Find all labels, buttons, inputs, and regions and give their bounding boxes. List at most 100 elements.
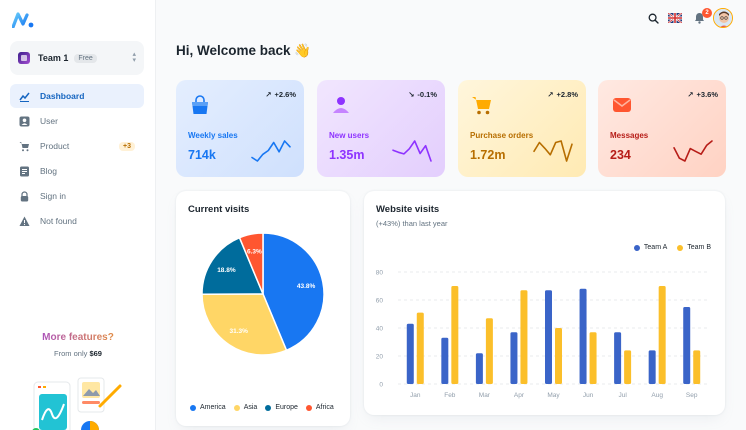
warning-icon bbox=[19, 216, 30, 227]
bar-team-b[interactable] bbox=[485, 318, 493, 384]
stat-card-weekly-sales: ↗ +2.6% Weekly sales 714k bbox=[176, 80, 304, 177]
blog-icon bbox=[19, 166, 30, 177]
promo-title: More features? bbox=[0, 332, 156, 343]
bar-team-b[interactable] bbox=[520, 290, 528, 384]
y-tick-label: 20 bbox=[376, 354, 384, 361]
avatar-face-icon bbox=[714, 9, 732, 27]
stat-trend-value: +2.8% bbox=[556, 90, 578, 99]
bar-team-b[interactable] bbox=[589, 332, 597, 384]
promo-subtitle: From only $69 bbox=[0, 349, 156, 358]
x-tick-label: Feb bbox=[444, 392, 456, 399]
team-name: Team 1 bbox=[38, 53, 69, 63]
pie-slice-africa[interactable] bbox=[238, 232, 264, 295]
dashboard-icon bbox=[19, 91, 30, 102]
legend-item-team-b[interactable]: Team B bbox=[677, 244, 711, 251]
bell-icon bbox=[694, 13, 704, 24]
sidebar-nav: Dashboard User Product +3 Blog Sign in bbox=[10, 84, 144, 234]
y-tick-label: 60 bbox=[376, 298, 384, 305]
sidebar-item-not-found[interactable]: Not found bbox=[10, 209, 144, 233]
bar-team-a[interactable] bbox=[475, 353, 483, 384]
pie-label: 6.3% bbox=[247, 248, 262, 255]
legend-dot bbox=[677, 244, 684, 251]
bar-team-b[interactable] bbox=[416, 312, 424, 384]
sidebar-item-user[interactable]: User bbox=[10, 109, 144, 133]
x-tick-label: Jun bbox=[583, 392, 594, 399]
pie-label: 31.3% bbox=[229, 328, 248, 335]
sidebar-item-blog[interactable]: Blog bbox=[10, 159, 144, 183]
bar-team-a[interactable] bbox=[510, 332, 518, 384]
sidebar-item-label: Product bbox=[40, 141, 70, 151]
pie-slice-europe[interactable] bbox=[201, 236, 265, 295]
pie-slice-asia[interactable] bbox=[201, 293, 288, 356]
legend-dot bbox=[633, 244, 640, 251]
team-switcher[interactable]: Team 1 Free ▴ ▾ bbox=[10, 41, 144, 75]
sidebar-item-label: User bbox=[40, 116, 58, 126]
uk-flag-icon bbox=[668, 13, 682, 23]
sparkline-weekly-sales bbox=[251, 140, 291, 162]
stat-trend: ↘ -0.1% bbox=[408, 90, 437, 99]
bar-team-a[interactable] bbox=[614, 332, 622, 384]
notification-count-badge: 2 bbox=[702, 8, 712, 18]
current-visits-title: Current visits bbox=[188, 204, 250, 215]
search-icon bbox=[648, 13, 659, 24]
sparkline-purchase-orders bbox=[533, 140, 573, 162]
trend-up-icon: ↗ bbox=[687, 90, 694, 99]
language-button[interactable] bbox=[668, 11, 682, 25]
legend-item-africa[interactable]: Africa bbox=[305, 404, 334, 411]
pie-label: 18.8% bbox=[217, 267, 236, 274]
legend-item-america[interactable]: America bbox=[190, 404, 226, 411]
bar-team-b[interactable] bbox=[624, 350, 632, 384]
search-button[interactable] bbox=[646, 11, 660, 25]
stat-trend: ↗ +2.6% bbox=[265, 90, 296, 99]
legend-dot bbox=[233, 404, 240, 411]
x-tick-label: Jan bbox=[410, 392, 421, 399]
legend-label: Team B bbox=[687, 244, 711, 251]
user-avatar[interactable] bbox=[713, 8, 733, 28]
bar-team-a[interactable] bbox=[579, 288, 587, 384]
legend-item-europe[interactable]: Europe bbox=[265, 404, 298, 411]
sidebar-item-sign-in[interactable]: Sign in bbox=[10, 184, 144, 208]
legend-label: Asia bbox=[243, 404, 258, 411]
pie-chart: 43.8% 31.3% 18.8% 6.3% bbox=[201, 232, 325, 356]
x-tick-label: Apr bbox=[514, 392, 525, 399]
stat-title: Weekly sales bbox=[188, 131, 238, 140]
legend-item-team-a[interactable]: Team A bbox=[633, 244, 667, 251]
bar-team-a[interactable] bbox=[648, 350, 656, 384]
upgrade-promo: More features? From only $69 bbox=[0, 332, 156, 430]
team-plan-badge: Free bbox=[74, 53, 97, 63]
pie-slice-america[interactable] bbox=[262, 232, 325, 352]
sidebar-item-dashboard[interactable]: Dashboard bbox=[10, 84, 144, 108]
stat-value: 234 bbox=[610, 148, 631, 162]
team-avatar-icon bbox=[18, 52, 30, 64]
stat-trend-value: +3.6% bbox=[696, 90, 718, 99]
users-icon bbox=[333, 97, 349, 113]
bar-team-b[interactable] bbox=[658, 286, 666, 384]
mail-icon bbox=[613, 98, 631, 112]
current-visits-panel: Current visits 43.8% 31.3% 18.8% 6.3% Ameri… bbox=[176, 191, 350, 426]
chevron-updown-icon: ▴ ▾ bbox=[132, 51, 136, 64]
bar-team-b[interactable] bbox=[693, 350, 701, 384]
bar-team-a[interactable] bbox=[545, 290, 552, 384]
logo-icon[interactable] bbox=[12, 12, 34, 28]
sparkline-new-users bbox=[392, 140, 432, 162]
bar-team-b[interactable] bbox=[555, 328, 562, 384]
y-tick-label: 0 bbox=[379, 382, 383, 389]
sparkline-path bbox=[673, 140, 713, 162]
sparkline-path bbox=[533, 140, 573, 162]
product-count-badge: +3 bbox=[119, 141, 135, 151]
pie-legend: America Asia Europe Africa bbox=[190, 404, 334, 411]
legend-item-asia[interactable]: Asia bbox=[233, 404, 258, 411]
sidebar-item-label: Blog bbox=[40, 166, 58, 176]
stat-trend-value: -0.1% bbox=[417, 90, 437, 99]
bar-team-a[interactable] bbox=[441, 337, 449, 384]
lock-icon bbox=[19, 190, 30, 202]
bar-team-a[interactable] bbox=[406, 323, 414, 384]
bar-team-a[interactable] bbox=[683, 307, 691, 384]
notifications-button[interactable] bbox=[692, 11, 706, 25]
stat-value: 1.35m bbox=[329, 148, 365, 162]
x-tick-label: Sep bbox=[686, 392, 698, 399]
sidebar-item-product[interactable]: Product +3 bbox=[10, 134, 144, 158]
bar-team-b[interactable] bbox=[451, 286, 459, 384]
sidebar-item-label: Not found bbox=[40, 216, 77, 226]
trend-up-icon: ↗ bbox=[547, 90, 554, 99]
